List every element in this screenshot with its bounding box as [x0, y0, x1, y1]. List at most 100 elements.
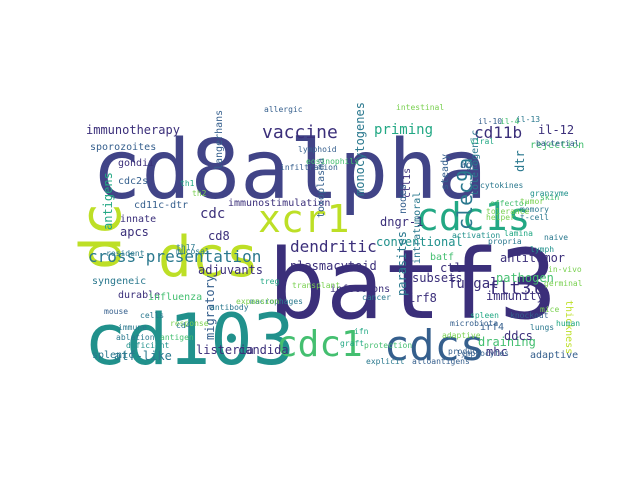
- word-granzyme: granzyme: [530, 189, 569, 198]
- word-dtr: dtr: [513, 150, 527, 172]
- word-immunity: immunity: [486, 289, 544, 303]
- word-lymphoid: lymphoid: [298, 145, 337, 154]
- word-cytokines: cytokines: [480, 181, 524, 190]
- word-ifn: ifn: [354, 327, 369, 336]
- word-response: response: [170, 319, 209, 328]
- word-dc: dc: [69, 203, 134, 270]
- word-viral: viral: [470, 137, 494, 146]
- word-cd11b: cd11b: [474, 123, 522, 142]
- word-ctl: ctl: [440, 261, 462, 275]
- word-allergic: allergic: [264, 105, 303, 114]
- word-knockout: knockout: [510, 311, 549, 320]
- word-cd8: cd8: [208, 229, 230, 243]
- word-flt3l: flt3l: [488, 278, 542, 299]
- word-in-vivo: in-vivo: [548, 265, 582, 274]
- word-alloantigens: alloantigens: [412, 357, 470, 366]
- word-candida: candida: [238, 343, 289, 357]
- word-monocytogenes: monocytogenes: [353, 102, 367, 196]
- word-cd4: cd4: [176, 321, 191, 330]
- word-infiltration: infiltration: [280, 163, 338, 172]
- word-germinal: germinal: [544, 279, 583, 288]
- word-antigen: antigen: [160, 333, 194, 342]
- word-immunotherapy: immunotherapy: [86, 123, 180, 137]
- word-antibody: antibody: [210, 303, 249, 312]
- word-lymphocytes: lymphocytes: [456, 349, 509, 358]
- word-tolerance: tolerance: [486, 207, 530, 216]
- word-priming: priming: [374, 122, 433, 138]
- word-toxoplasma: toxoplasma: [316, 158, 327, 218]
- word-thickness: thickness: [563, 300, 574, 354]
- word-memory: memory: [520, 205, 549, 214]
- word-mhc: mhc: [486, 345, 508, 359]
- word-lungs: lungs: [530, 323, 554, 332]
- word-cd103: cd103: [84, 299, 295, 381]
- word-vaccine: vaccine: [262, 122, 338, 143]
- word-mouse: mouse: [104, 307, 128, 316]
- word-draining: draining: [478, 335, 536, 349]
- word-deficient: deficient: [126, 341, 170, 350]
- word-adaptive: adaptive: [530, 350, 578, 361]
- word-cross-presentation: cross-presentation: [88, 247, 261, 266]
- word-resident: resident: [106, 249, 145, 258]
- word-fungal: fungal: [448, 276, 499, 292]
- word-syngeneic: syngeneic: [92, 276, 146, 287]
- word-influenza: influenza: [148, 292, 202, 303]
- word-steady: steady: [440, 154, 451, 190]
- word-cdc1s: cdc1s: [416, 195, 530, 239]
- word-antigens: antigens: [101, 172, 115, 230]
- word-mice: mice: [540, 305, 559, 314]
- word-irf4: irf4: [480, 322, 504, 333]
- word-mucosal: mucosal: [176, 247, 210, 256]
- word-adjuvants: adjuvants: [198, 263, 263, 277]
- word-irf8: irf8: [408, 291, 437, 305]
- word-il-13: il-13: [516, 115, 540, 124]
- word-dendritic: dendritic: [290, 237, 377, 256]
- word-cdcs: cdcs: [384, 321, 485, 370]
- word-sporozoites: sporozoites: [90, 142, 156, 153]
- word-adaptive: adaptive: [442, 331, 481, 340]
- word-cells: cells: [140, 311, 164, 320]
- word-immunostimulation: immunostimulation: [228, 198, 330, 209]
- word-infections: infections: [330, 284, 390, 295]
- word-parasites: parasites: [395, 231, 409, 296]
- word-immune: immune: [118, 323, 147, 332]
- word-propria: propria: [488, 237, 522, 246]
- word-intratumoral: intratumoral: [412, 192, 423, 264]
- word-cancer: cancer: [362, 293, 391, 302]
- word-durable: durable: [118, 290, 160, 301]
- word-lymph: lymph: [530, 245, 554, 254]
- word-graft: graft: [340, 339, 364, 348]
- word-il-12: il-12: [538, 123, 574, 137]
- word-eosinophils: eosinophils: [306, 157, 359, 166]
- word-nodes: nodes: [398, 184, 409, 214]
- word-tolerogenic: tolerogenic: [470, 130, 481, 196]
- word-th17: th17: [176, 243, 195, 252]
- word-xcr1: xcr1: [258, 197, 350, 241]
- word-ags: ags: [460, 160, 478, 171]
- word-helper: helper: [486, 213, 515, 222]
- word-microbiota: microbiota: [450, 319, 498, 328]
- word-intestinal: intestinal: [396, 103, 444, 112]
- word-th2: th2: [192, 189, 207, 198]
- word-atf-like: atf-like: [114, 349, 172, 363]
- word-effector: effector: [490, 199, 529, 208]
- word-cdc2s: cdc2s: [118, 176, 148, 187]
- word-protection: protection: [364, 341, 412, 350]
- word-innate: innate: [120, 214, 156, 225]
- word-transplant: transplant: [292, 281, 340, 290]
- word-clec9a: clec9a: [453, 158, 477, 230]
- word-splenic: splenic: [92, 350, 134, 361]
- word-gondii: gondii: [118, 158, 154, 169]
- word-batf3: batf3: [268, 229, 557, 341]
- word-langerhans: langerhans: [214, 110, 225, 170]
- word-apcs: apcs: [120, 225, 149, 239]
- word-rejection: rejection: [530, 140, 584, 151]
- word-lamina: lamina: [504, 229, 533, 238]
- word-plasmacytoid: plasmacytoid: [290, 259, 377, 273]
- word-explicit: explicit: [366, 357, 405, 366]
- word-bacterial: bacterial: [536, 139, 580, 148]
- word-cdc1: cdc1: [276, 324, 363, 365]
- word-tumor: tumor: [520, 197, 544, 206]
- word-t-cell: t-cell: [520, 213, 549, 222]
